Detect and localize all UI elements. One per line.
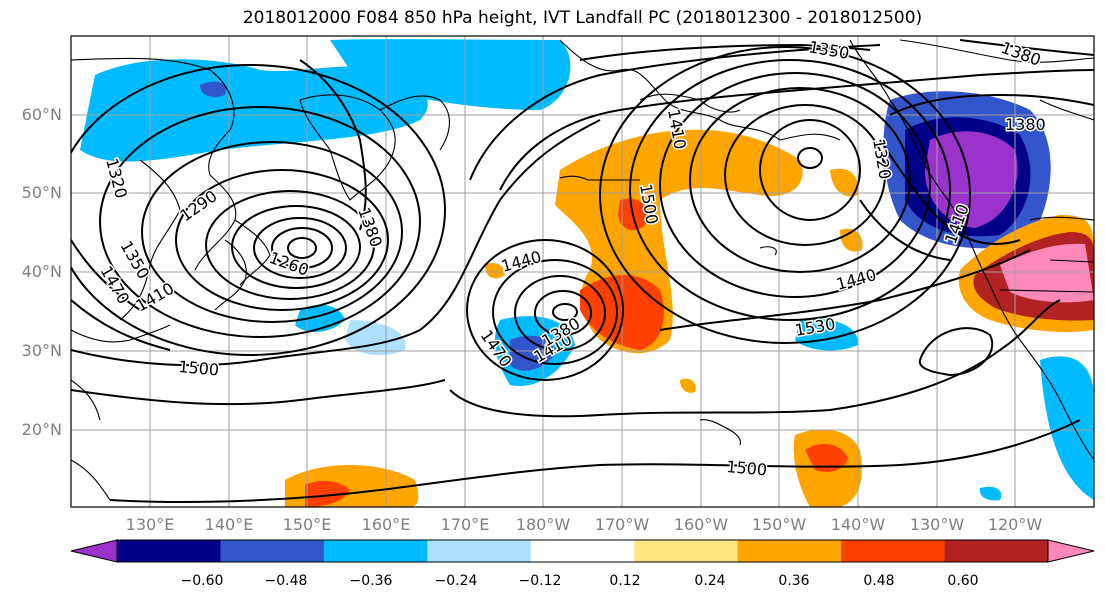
colorbar-segment	[944, 540, 1049, 562]
contour-label: 1320	[102, 156, 131, 200]
contour-label: 1500	[178, 357, 220, 379]
colorbar-tick-label: 0.36	[778, 573, 810, 589]
colorbar	[70, 539, 1095, 563]
colorbar-tick-label: −0.60	[180, 573, 224, 589]
lon-label: 170°E	[440, 515, 490, 534]
graticule	[71, 36, 1094, 507]
lon-label: 160°W	[673, 515, 729, 534]
map-frame	[70, 35, 1095, 508]
colorbar-extend-max	[1047, 539, 1095, 563]
lon-label: 160°E	[361, 515, 411, 534]
contour-label: 1470	[97, 263, 134, 308]
contour-label: 1350	[807, 37, 850, 63]
lat-label-40n: 40°N	[21, 262, 62, 281]
lon-label: 150°E	[282, 515, 332, 534]
lon-label: 150°W	[751, 515, 807, 534]
colorbar-tick-label: −0.12	[518, 573, 562, 589]
lat-label-20n: 20°N	[21, 420, 62, 439]
colorbar-tick-label: −0.36	[349, 573, 393, 589]
contour-label: 1380	[999, 38, 1044, 70]
lon-label: 130°W	[909, 515, 965, 534]
map-title: 2018012000 F084 850 hPa height, IVT Land…	[242, 8, 923, 28]
colorbar-frame	[116, 539, 1049, 563]
lat-label-50n: 50°N	[21, 183, 62, 202]
lon-label: 140°E	[204, 515, 254, 534]
colorbar-segment	[737, 540, 842, 562]
lon-label: 120°W	[987, 515, 1043, 534]
lat-label-60n: 60°N	[21, 105, 62, 124]
colorbar-tick-label: −0.24	[434, 573, 478, 589]
height-contours	[71, 39, 1094, 503]
lon-label: 170°W	[594, 515, 650, 534]
colorbar-tick-label: −0.48	[264, 573, 308, 589]
lon-label: 130°E	[125, 515, 175, 534]
colorbar-segment	[841, 540, 946, 562]
colorbar-segment	[220, 540, 325, 562]
contour-label: 1410	[133, 279, 178, 316]
colorbar-extend-min	[70, 539, 118, 563]
colorbar-segment	[634, 540, 739, 562]
contour-label: 1500	[726, 457, 768, 479]
contour-label: 1440	[834, 265, 878, 294]
colorbar-tick-label: 0.24	[694, 573, 726, 589]
colorbar-segment	[323, 540, 428, 562]
colorbar-segment	[530, 540, 635, 562]
colorbar-segment	[117, 540, 221, 562]
contour-label: 1380	[1005, 115, 1046, 134]
colorbar-tick-label: 0.12	[609, 573, 641, 589]
lat-label-30n: 30°N	[21, 341, 62, 360]
colorbar-segment	[427, 540, 532, 562]
colorbar-tick-label: 0.60	[947, 573, 979, 589]
contour-label: 1260	[267, 248, 312, 280]
lon-label: 180°W	[515, 515, 571, 534]
ivt-positive-shading	[285, 129, 1094, 507]
lon-label: 140°W	[830, 515, 886, 534]
contour-label: 1290	[176, 186, 220, 225]
colorbar-tick-label: 0.48	[863, 573, 895, 589]
